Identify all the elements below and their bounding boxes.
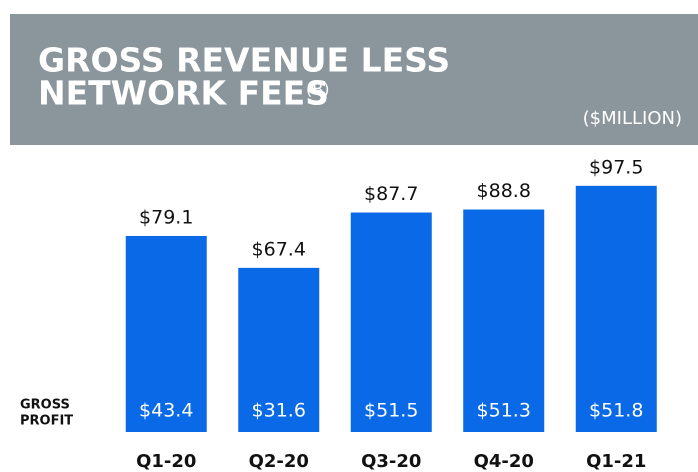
inner-label: $51.3: [477, 400, 531, 422]
value-label: $88.8: [477, 180, 531, 202]
bar: [350, 212, 432, 432]
x-tick-label: Q1-20: [136, 451, 196, 472]
title-note: (B): [306, 80, 329, 99]
inner-label: $31.6: [252, 400, 306, 422]
chart-title: GROSS REVENUE LESS: [38, 41, 450, 80]
inner-label: $51.5: [364, 400, 418, 422]
x-tick-label: Q2-20: [249, 451, 309, 472]
x-tick-label: Q1-21: [586, 451, 646, 472]
value-label: $79.1: [139, 206, 193, 228]
x-tick-label: Q3-20: [361, 451, 421, 472]
bar: [238, 267, 320, 432]
inner-label: $43.4: [139, 400, 193, 422]
value-label: $67.4: [252, 238, 306, 260]
series-label: GROSS: [20, 398, 70, 413]
inner-label: $51.8: [589, 400, 643, 422]
bar: [575, 185, 657, 432]
value-label: $97.5: [589, 156, 643, 178]
header-band: [10, 14, 698, 145]
value-label: $87.7: [364, 183, 418, 205]
bar: [463, 209, 545, 432]
subtitle: ($MILLION): [583, 108, 682, 129]
x-tick-label: Q4-20: [474, 451, 534, 472]
chart-title: NETWORK FEES: [38, 74, 329, 113]
bar: [125, 235, 207, 432]
series-label: PROFIT: [20, 414, 73, 429]
